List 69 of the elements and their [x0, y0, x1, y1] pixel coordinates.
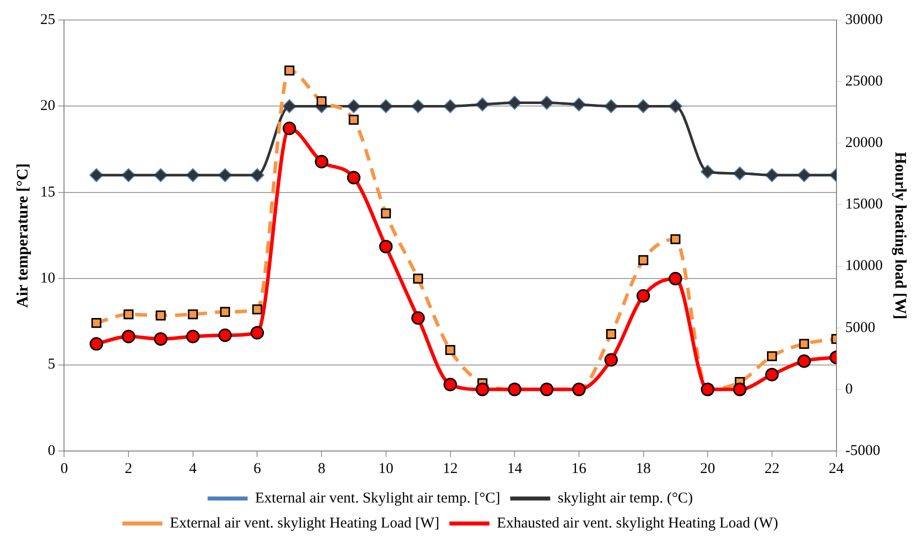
x-tick-label: 16 — [571, 460, 587, 477]
point — [766, 351, 777, 362]
x-tick-label: 8 — [318, 460, 326, 477]
x-tick-label: 22 — [764, 460, 780, 477]
point — [218, 328, 232, 342]
y-tick-label: 5 — [48, 356, 56, 373]
point — [604, 353, 618, 367]
y2-tick-label: 20000 — [845, 135, 883, 152]
x-tick-label: 6 — [253, 460, 262, 477]
point — [346, 170, 360, 184]
point — [220, 306, 230, 317]
legend-label: Exhausted air vent. skylight Heating Load (W) — [496, 515, 778, 532]
point — [636, 289, 650, 303]
point — [124, 309, 134, 320]
x-tick-label: 20 — [700, 460, 716, 477]
point — [799, 338, 810, 349]
point — [765, 368, 779, 382]
point — [186, 330, 200, 344]
y2-tick-label: 25000 — [845, 74, 883, 90]
point — [444, 378, 457, 392]
y2-axis-title: Hourly heating load [W] — [891, 152, 908, 320]
y-tick-label: 10 — [40, 270, 56, 287]
point — [316, 96, 327, 106]
y2-tick-label: 0 — [845, 381, 853, 398]
x-tick-label: 18 — [636, 460, 651, 477]
point — [476, 382, 490, 396]
point — [314, 154, 328, 168]
point — [156, 310, 166, 321]
point — [91, 318, 102, 328]
x-tick-label: 14 — [507, 460, 523, 477]
point — [250, 326, 264, 340]
x-tick-label: 12 — [442, 460, 458, 477]
point — [668, 272, 682, 286]
point — [670, 234, 680, 244]
point — [284, 65, 294, 76]
y-tick-label: 0 — [48, 442, 56, 459]
point — [252, 304, 262, 314]
point — [90, 337, 104, 351]
legend-label: skylight air temp. (°C) — [558, 490, 693, 506]
x-tick-label: 0 — [60, 460, 68, 477]
y-tick-label: 15 — [40, 184, 56, 200]
point — [122, 330, 136, 344]
point — [380, 208, 391, 218]
point — [638, 255, 648, 266]
point — [413, 274, 424, 284]
point — [154, 332, 168, 346]
x-tick-label: 10 — [378, 460, 394, 477]
y2-tick-label: 15000 — [845, 196, 883, 213]
y2-tick-label: 10000 — [845, 258, 883, 274]
point — [282, 122, 296, 136]
x-tick-label: 24 — [828, 460, 844, 477]
x-tick-label: 2 — [124, 460, 132, 477]
y2-tick-label: 30000 — [845, 12, 883, 28]
point — [606, 329, 616, 340]
x-tick-label: 4 — [189, 460, 198, 477]
point — [348, 114, 359, 125]
y-tick-label: 20 — [40, 98, 56, 114]
point — [379, 240, 393, 254]
legend-label: External air vent. skylight Heating Load [W] — [170, 515, 440, 532]
point — [411, 311, 425, 325]
y-tick-label: 25 — [40, 12, 56, 28]
y2-tick-label: -5000 — [845, 442, 880, 459]
point — [188, 309, 198, 320]
point — [445, 345, 456, 356]
legend-label: External air vent. Skylight air temp. [°C] — [255, 490, 500, 506]
point — [733, 382, 747, 396]
y2-tick-label: 5000 — [845, 320, 876, 336]
y-axis-title: Air temperature [°C] — [14, 163, 32, 308]
point — [797, 354, 811, 368]
